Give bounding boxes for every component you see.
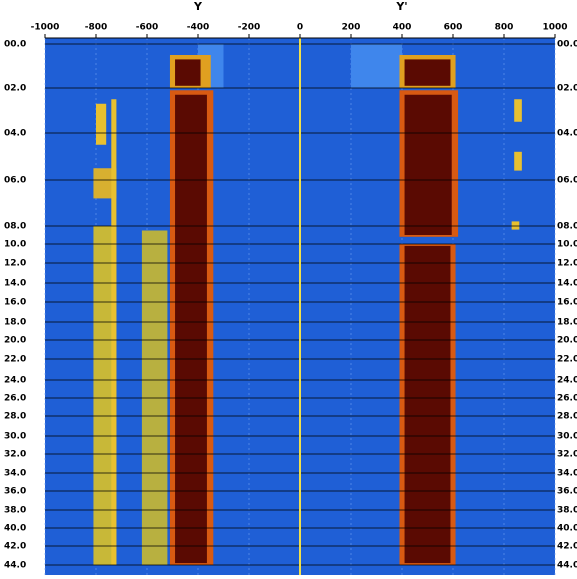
heat-region — [405, 59, 451, 85]
y-tick-label-right: 10.0 — [557, 240, 577, 250]
y-tick-label: 08.0 — [4, 222, 26, 232]
y-tick-label: 22.0 — [4, 355, 26, 365]
y-tick-label: 30.0 — [4, 432, 26, 442]
y-tick-label: 38.0 — [4, 506, 26, 516]
axis-label: Y' — [395, 0, 407, 13]
x-tick-label: 200 — [342, 23, 361, 33]
y-tick-label-right: 32.0 — [557, 450, 577, 460]
y-tick-label: 10.0 — [4, 240, 26, 250]
heat-region — [96, 104, 106, 145]
y-tick-label: 00.0 — [4, 40, 26, 50]
heat-region — [514, 152, 522, 171]
heat-region — [512, 221, 520, 229]
x-tick-label: 400 — [393, 23, 412, 33]
y-tick-label-right: 40.0 — [557, 524, 577, 534]
y-tick-label: 18.0 — [4, 318, 26, 328]
heat-region — [351, 44, 402, 88]
x-tick-label: -400 — [187, 23, 210, 33]
y-tick-label-right: 34.0 — [557, 469, 577, 479]
y-tick-label-right: 20.0 — [557, 336, 577, 346]
heat-region — [514, 99, 522, 122]
x-tick-label: -200 — [238, 23, 261, 33]
heat-region — [175, 59, 201, 85]
y-tick-label: 26.0 — [4, 394, 26, 404]
y-tick-label-right: 08.0 — [557, 222, 577, 232]
x-tick-label: -800 — [85, 23, 108, 33]
y-tick-label-right: 42.0 — [557, 542, 577, 552]
y-tick-label: 04.0 — [4, 129, 26, 139]
y-tick-label: 44.0 — [4, 561, 26, 571]
y-tick-label: 20.0 — [4, 336, 26, 346]
y-tick-label-right: 06.0 — [557, 176, 577, 186]
y-tick-label-right: 12.0 — [557, 259, 577, 269]
y-tick-label: 36.0 — [4, 487, 26, 497]
y-tick-label: 16.0 — [4, 298, 26, 308]
y-tick-label-right: 14.0 — [557, 279, 577, 289]
chart: 00.0 00.0 02.0 02.0 04.0 04.0 06.0 06.0 08.0 08.0… — [0, 0, 577, 579]
x-tick-label: -600 — [136, 23, 159, 33]
y-tick-label: 12.0 — [4, 259, 26, 269]
y-tick-label-right: 38.0 — [557, 506, 577, 516]
y-tick-label-right: 36.0 — [557, 487, 577, 497]
y-tick-label-right: 26.0 — [557, 394, 577, 404]
y-tick-label: 06.0 — [4, 176, 26, 186]
y-tick-label-right: 00.0 — [557, 40, 577, 50]
x-tick-label: 800 — [495, 23, 514, 33]
x-tick-label: 1000 — [542, 23, 567, 33]
y-tick-label: 40.0 — [4, 524, 26, 534]
y-tick-label-right: 16.0 — [557, 298, 577, 308]
y-tick-label-right: 18.0 — [557, 318, 577, 328]
y-tick-label: 28.0 — [4, 412, 26, 422]
x-tick-label: -1000 — [31, 23, 60, 33]
y-tick-label-right: 04.0 — [557, 129, 577, 139]
y-tick-label-right: 30.0 — [557, 432, 577, 442]
y-tick-label-right: 02.0 — [557, 84, 577, 94]
y-tick-label-right: 28.0 — [557, 412, 577, 422]
y-tick-label-right: 24.0 — [557, 376, 577, 386]
y-tick-label-right: 44.0 — [557, 561, 577, 571]
x-tick-label: 600 — [444, 23, 463, 33]
plot-group: 00.0 00.0 02.0 02.0 04.0 04.0 06.0 06.0 08.0 08.0… — [4, 0, 577, 575]
y-tick-label: 02.0 — [4, 84, 26, 94]
y-tick-label-right: 22.0 — [557, 355, 577, 365]
y-tick-label: 34.0 — [4, 469, 26, 479]
y-tick-label: 42.0 — [4, 542, 26, 552]
x-tick-label: 0 — [297, 23, 303, 33]
heat-region — [175, 95, 207, 563]
y-tick-label: 14.0 — [4, 279, 26, 289]
y-tick-label: 32.0 — [4, 450, 26, 460]
heat-region — [111, 99, 116, 565]
heat-region — [405, 95, 452, 235]
heat-region — [405, 246, 451, 563]
y-tick-label: 24.0 — [4, 376, 26, 386]
axis-label: Y — [193, 0, 203, 13]
